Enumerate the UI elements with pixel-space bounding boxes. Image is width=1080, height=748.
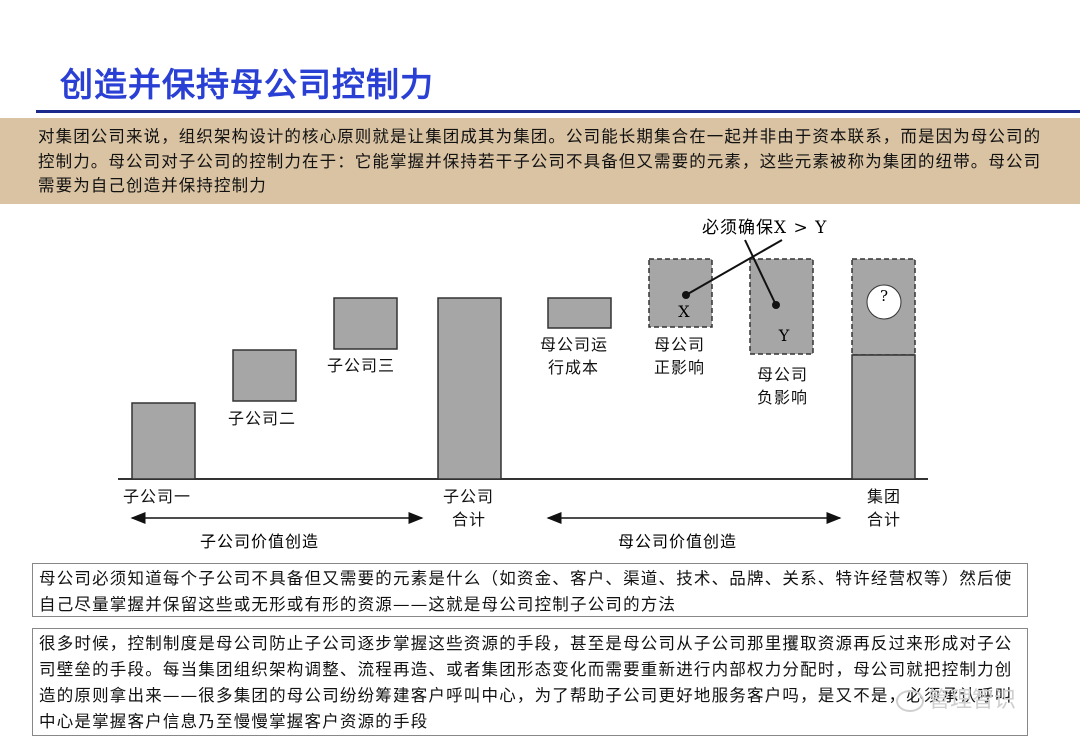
label-negative-line1: 母公司 (757, 365, 808, 384)
intro-panel: 对集团公司来说，组织架构设计的核心原则就是让集团成其为集团。公司能长期集合在一起… (0, 118, 1080, 204)
control-diagram: ? 必须确保X > Y X Y 子公司一 子公司二 子公司三 子公司 合计 母公… (118, 218, 928, 551)
pointer-to-y (744, 239, 777, 306)
label-sub-value: 子公司价值创造 (200, 532, 319, 551)
bar-sub-total (437, 297, 502, 480)
control-method-text: 母公司必须知道每个子公司不具备但又需要的元素是什么（如资金、客户、渠道、技术、品… (39, 569, 1013, 614)
unknown-mark: ? (880, 287, 888, 305)
label-positive-line2: 正影响 (654, 358, 705, 377)
intro-text: 对集团公司来说，组织架构设计的核心原则就是让集团成其为集团。公司能长期集合在一起… (38, 127, 1042, 195)
label-group-line1: 集团 (867, 487, 901, 506)
label-sub-total-line2: 合计 (452, 510, 486, 529)
page-title: 创造并保持母公司控制力 (60, 65, 434, 104)
label-sub2: 子公司二 (228, 409, 296, 428)
bar-group-total (851, 354, 916, 480)
control-system-box: 很多时候，控制制度是母公司防止子公司逐步掌握这些资源的手段，甚至是母公司从子公司… (32, 628, 1028, 736)
label-sub1: 子公司一 (123, 487, 191, 506)
label-op-cost-line1: 母公司运 (540, 335, 608, 354)
unknown-circle (866, 284, 902, 320)
bar-positive-impact (648, 258, 713, 328)
bar-negative-impact (749, 258, 814, 355)
label-group-line2: 合计 (867, 510, 901, 529)
control-method-box: 母公司必须知道每个子公司不具备但又需要的元素是什么（如资金、客户、渠道、技术、品… (32, 563, 1028, 617)
bar-sub1 (131, 402, 196, 480)
title-divider (36, 110, 1080, 113)
watermark: 管理智识 (896, 682, 1016, 714)
dot-x (682, 291, 690, 299)
label-negative-line2: 负影响 (757, 388, 808, 407)
label-op-cost-line2: 行成本 (548, 358, 599, 377)
label-sub-total-line1: 子公司 (443, 487, 494, 506)
wechat-icon (896, 690, 924, 712)
dot-y (772, 301, 780, 309)
bar-sub2 (232, 349, 297, 402)
watermark-text: 管理智识 (928, 688, 1017, 713)
bar-sub3 (333, 297, 398, 350)
label-parent-value: 母公司价值创造 (618, 532, 737, 551)
bar-op-cost (547, 297, 612, 329)
control-system-text: 很多时候，控制制度是母公司防止子公司逐步掌握这些资源的手段，甚至是母公司从子公司… (39, 634, 1013, 731)
pointer-to-x (685, 239, 783, 296)
annotation-x-gt-y: 必须确保X > Y (702, 218, 827, 238)
label-x: X (678, 302, 690, 321)
label-y: Y (778, 326, 790, 345)
label-sub3: 子公司三 (327, 356, 395, 375)
label-positive-line1: 母公司 (654, 335, 705, 354)
